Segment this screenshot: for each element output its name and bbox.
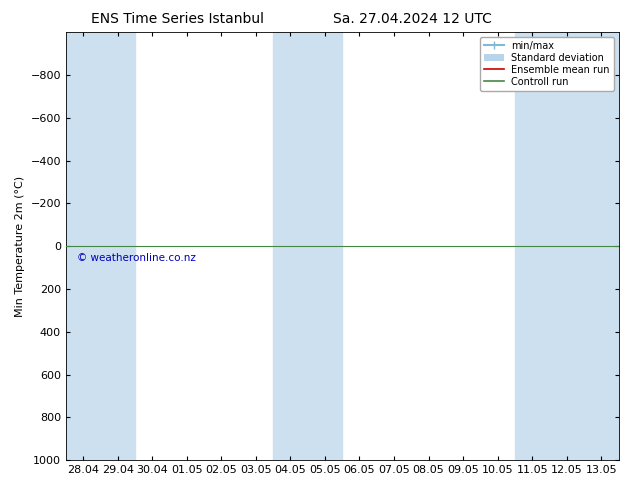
Text: ENS Time Series Istanbul: ENS Time Series Istanbul [91,12,264,26]
Bar [584,32,619,460]
Bar [66,32,100,460]
Bar [273,32,307,460]
Text: Sa. 27.04.2024 12 UTC: Sa. 27.04.2024 12 UTC [333,12,491,26]
Bar [550,32,584,460]
Y-axis label: Min Temperature 2m (°C): Min Temperature 2m (°C) [15,175,25,317]
Legend: min/max, Standard deviation, Ensemble mean run, Controll run: min/max, Standard deviation, Ensemble me… [480,37,614,91]
Text: © weatheronline.co.nz: © weatheronline.co.nz [77,252,196,263]
Bar [307,32,342,460]
Bar [100,32,135,460]
Bar [515,32,550,460]
